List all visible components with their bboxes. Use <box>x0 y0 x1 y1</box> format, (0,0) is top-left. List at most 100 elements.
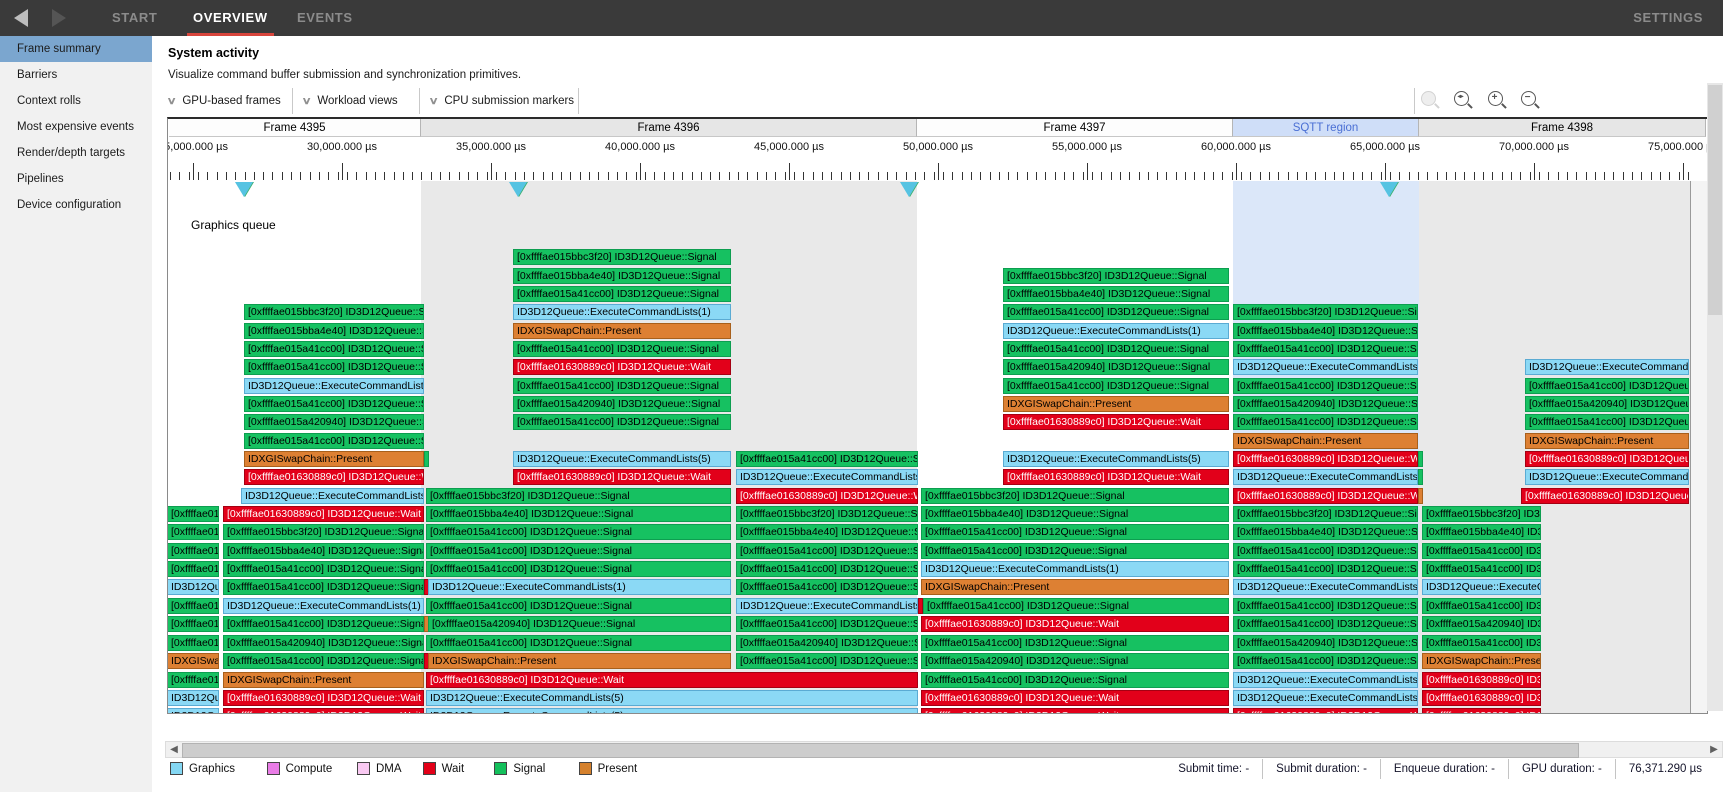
event-bar[interactable]: [0xffffae015a41cc00] ID3D12Queue::Signal <box>1233 561 1418 577</box>
event-bar[interactable]: [0xffffae015a41cc00] ID3D12Queue::Signal <box>736 561 918 577</box>
event-bar[interactable]: IDXGISwapChain::Present <box>244 451 424 467</box>
event-bar[interactable]: [0xffffae01630889c0] ID3D12Queue::Wait <box>513 469 731 485</box>
event-bar[interactable]: [0xffffae015a41cc00] ID3D12Queue::Signal <box>736 543 918 559</box>
event-bar[interactable]: [0xffffae015a41cc00] ID3D12Queue::Signal <box>921 543 1229 559</box>
tab-events[interactable]: EVENTS <box>297 10 353 25</box>
event-bar[interactable]: [0xffffae015bbc3f20] ID3D12Queue::Signal <box>244 304 424 320</box>
vertical-scrollbar[interactable] <box>1707 83 1723 711</box>
event-bar[interactable]: [0xffffae015a41cc00] ID3D12Queue::Signal <box>1003 304 1229 320</box>
event-bar[interactable]: [0xffffae01630889c0] ID3D12Queue::Wait <box>1525 451 1689 467</box>
event-bar[interactable]: ID3D12Queue::ExecuteCommandLists(5) <box>1233 672 1418 688</box>
event-bar[interactable]: [0xffffae015a41cc00] ID3D12Queue::Signal <box>736 653 918 669</box>
event-bar[interactable]: [0xffffae015a420940] ID3D12Queue::Signal <box>244 414 424 430</box>
event-bar[interactable]: IDXGISwapChain::Present <box>1525 433 1689 449</box>
event-bar[interactable]: [0xffffae015a41cc00] ID3D12Queue::Signal <box>1233 598 1418 614</box>
event-bar[interactable]: [0xffffae01630889c0] ID3D12Queue::Wait <box>1422 672 1541 688</box>
scrollbar-thumb[interactable] <box>182 743 1579 758</box>
event-bar[interactable]: [0xffffae01630889c0] ID3D12Queue::Wait <box>736 488 918 504</box>
event-bar[interactable]: IDXGISwapChain::Present <box>1233 433 1418 449</box>
event-bar[interactable]: ID3D12Queue::ExecuteCommandLists(1) <box>428 579 731 595</box>
frame-header-frame-4396[interactable]: Frame 4396 <box>421 119 917 137</box>
frame-marker-icon[interactable] <box>235 182 253 197</box>
event-bar[interactable]: [0xffffae015a420940] ID3D12Queue::Signal <box>1525 396 1689 412</box>
event-bar[interactable]: [0xffffae01630889c0] ID3D12Queue::Wait <box>1003 414 1229 430</box>
event-bar[interactable]: IDXGISwapChain::Present <box>428 653 731 669</box>
event-bar[interactable]: [0xffffae015bba4e40] ID3D12Queue::Signal <box>1233 524 1418 540</box>
event-bar[interactable]: [0xffffae015a41cc00] ID3D12Queue::Signal <box>244 341 424 357</box>
event-bar[interactable]: [0xffffae015bbc3f20] ID3D12Queue::Signal <box>921 488 1229 504</box>
event-bar[interactable]: IDXGISwapChain::Present <box>1003 396 1229 412</box>
event-bar[interactable]: [0xffffae015a420940] ID3D12Queue::Signal <box>736 635 918 651</box>
event-bar[interactable]: [0xffffae015bba4e40] ID3D12Queue::Signal <box>223 543 424 559</box>
event-bar[interactable]: [0xffffae01630889c0] ID3D12Queue::Wait <box>1422 690 1541 706</box>
event-bar[interactable]: [0xffffae015a41cc00] ID3D12Queue::Signal <box>736 451 918 467</box>
event-bar[interactable]: [0xffffae015bbc3f20] ID3D12Queue::Signal <box>168 598 219 614</box>
event-bar[interactable]: [0xffffae01630889c0] ID3D12Queue::Wait <box>1422 708 1541 713</box>
event-bar[interactable]: [0xffffae015a41cc00] ID3D12Queue::Signal <box>921 672 1229 688</box>
event-bar[interactable]: [0xffffae015bba4e40] ID3D12Queue::Signal <box>244 323 424 339</box>
frame-marker-icon[interactable] <box>900 182 918 197</box>
event-bar[interactable]: [0xffffae015a41cc00] ID3D12Queue::Signal <box>426 524 731 540</box>
event-bar[interactable]: ID3D12Queue::ExecuteCommandLists(1) <box>1003 323 1229 339</box>
event-bar[interactable]: [0xffffae015bbc3f20] ID3D12Queue::Signal <box>426 488 731 504</box>
event-bar[interactable] <box>1418 451 1423 467</box>
event-bar[interactable]: ID3D12Queue::ExecuteCommandLists(5) <box>426 708 918 713</box>
event-bar[interactable] <box>1418 488 1423 504</box>
event-bar[interactable]: [0xffffae015a41cc00] ID3D12Queue::Signal <box>923 598 1229 614</box>
scroll-left-icon[interactable]: ◀ <box>170 744 178 755</box>
event-bar[interactable]: [0xffffae01630889c0] ID3D12Queue::Wait <box>223 690 424 706</box>
event-bar[interactable]: [0xffffae015a41cc00] ID3D12Queue::Signal <box>223 616 424 632</box>
sidebar-item-frame-summary[interactable]: Frame summary <box>0 36 152 62</box>
event-bar[interactable]: ID3D12Queue::ExecuteCommandLists(1) <box>1233 359 1418 375</box>
sidebar-item-render-depth-targets[interactable]: Render/depth targets <box>17 147 126 159</box>
event-bar[interactable]: [0xffffae015a420940] ID3D12Queue::Signal <box>428 616 731 632</box>
event-bar[interactable]: [0xffffae015a41cc00] ID3D12Queue::Signal <box>1422 598 1541 614</box>
event-bar[interactable]: [0xffffae015a41cc00] ID3D12Queue::Signal <box>1233 341 1418 357</box>
event-bar[interactable]: [0xffffae01630889c0] ID3D12Queue::Wait <box>1233 708 1418 713</box>
event-bar[interactable]: ID3D12Queue::ExecuteCommandLists(1) <box>921 561 1229 577</box>
event-bar[interactable]: [0xffffae015bba4e40] ID3D12Queue::Signal <box>736 524 918 540</box>
event-bar[interactable]: [0xffffae015a420940] ID3D12Queue::Signal <box>1003 359 1229 375</box>
event-bar[interactable]: [0xffffae01630889c0] ID3D12Queue::Wait <box>223 708 424 713</box>
sidebar-item-pipelines[interactable]: Pipelines <box>17 173 64 185</box>
event-bar[interactable]: [0xffffae015a420940] ID3D12Queue::Signal <box>513 396 731 412</box>
event-bar[interactable]: [0xffffae015bbc3f20] ID3D12Queue::Signal <box>168 524 219 540</box>
event-bar[interactable]: ID3D12Queue::ExecuteCommandLists(5) <box>426 690 918 706</box>
event-bar[interactable]: [0xffffae01630889c0] ID3D12Queue::Wait <box>921 616 1229 632</box>
horizontal-scrollbar[interactable]: ◀ ▶ <box>165 741 1723 758</box>
event-bar[interactable]: ID3D12Queue::ExecuteCommandLists(5) <box>1525 469 1689 485</box>
event-bar[interactable]: [0xffffae015a41cc00] ID3D12Queue::Signal <box>426 561 731 577</box>
event-bar[interactable]: [0xffffae015bbc3f20] ID3D12Queue::Signal <box>223 524 424 540</box>
event-bar[interactable]: [0xffffae015bba4e40] ID3D12Queue::Signal <box>1422 524 1541 540</box>
event-bar[interactable]: [0xffffae01630889c0] ID3D12Queue::Wait <box>513 359 731 375</box>
event-bar[interactable]: [0xffffae015a41cc00] ID3D12Queue::Signal <box>1233 616 1418 632</box>
event-bar[interactable]: [0xffffae015a41cc00] ID3D12Queue::Signal <box>736 579 918 595</box>
event-bar[interactable]: [0xffffae015a41cc00] ID3D12Queue::Signal <box>1003 341 1229 357</box>
event-bar[interactable]: ID3D12Queue::ExecuteCommandLists(1) <box>1233 579 1418 595</box>
frame-marker-icon[interactable] <box>509 182 527 197</box>
event-bar[interactable]: [0xffffae015a420940] ID3D12Queue::Signal <box>921 653 1229 669</box>
frame-header-frame-4395[interactable]: Frame 4395 <box>169 119 421 137</box>
event-bar[interactable]: [0xffffae015a41cc00] ID3D12Queue::Signal <box>513 286 731 302</box>
event-bar[interactable]: [0xffffae015bba4e40] ID3D12Queue::Signal <box>1003 286 1229 302</box>
tab-start[interactable]: START <box>112 10 158 25</box>
event-bar[interactable]: ID3D12Queue::ExecuteCommandLists(1) <box>736 598 918 614</box>
event-bar[interactable]: [0xffffae015a41cc00] ID3D12Queue::Signal <box>426 598 731 614</box>
event-bar[interactable]: [0xffffae015bbc3f20] ID3D12Queue::Signal <box>168 561 219 577</box>
event-bar[interactable]: [0xffffae015bba4e40] ID3D12Queue::Signal <box>1233 323 1418 339</box>
event-bar[interactable]: [0xffffae01630889c0] ID3D12Queue::Wait <box>426 672 918 688</box>
zoom-reset-icon[interactable]: ◂▸ <box>1453 90 1474 111</box>
event-bar[interactable]: [0xffffae015a41cc00] ID3D12Queue::Signal <box>1003 378 1229 394</box>
event-bar[interactable]: ID3D12Queue::ExecuteCommandLists(5) <box>1233 469 1418 485</box>
event-bar[interactable]: [0xffffae015bbc3f20] ID3D12Queue::Signal <box>1233 304 1418 320</box>
zoom-to-selection-icon[interactable] <box>1420 90 1441 111</box>
event-bar[interactable]: [0xffffae015a41cc00] ID3D12Queue::Signal <box>1525 414 1689 430</box>
frame-header-sqtt-region[interactable]: SQTT region <box>1233 119 1419 137</box>
event-bar[interactable]: [0xffffae015bba4e40] ID3D12Queue::Signal <box>513 268 731 284</box>
event-bar[interactable]: [0xffffae015a420940] ID3D12Queue::Signal <box>1233 396 1418 412</box>
event-bar[interactable]: [0xffffae015a41cc00] ID3D12Queue::Signal <box>1233 543 1418 559</box>
event-bar[interactable]: [0xffffae015a41cc00] ID3D12Queue::Signal <box>244 359 424 375</box>
sidebar-item-context-rolls[interactable]: Context rolls <box>17 95 81 107</box>
event-bar[interactable]: IDXGISwapChain::Present <box>168 653 219 669</box>
event-bar[interactable]: [0xffffae015a41cc00] ID3D12Queue::Signal <box>244 396 424 412</box>
